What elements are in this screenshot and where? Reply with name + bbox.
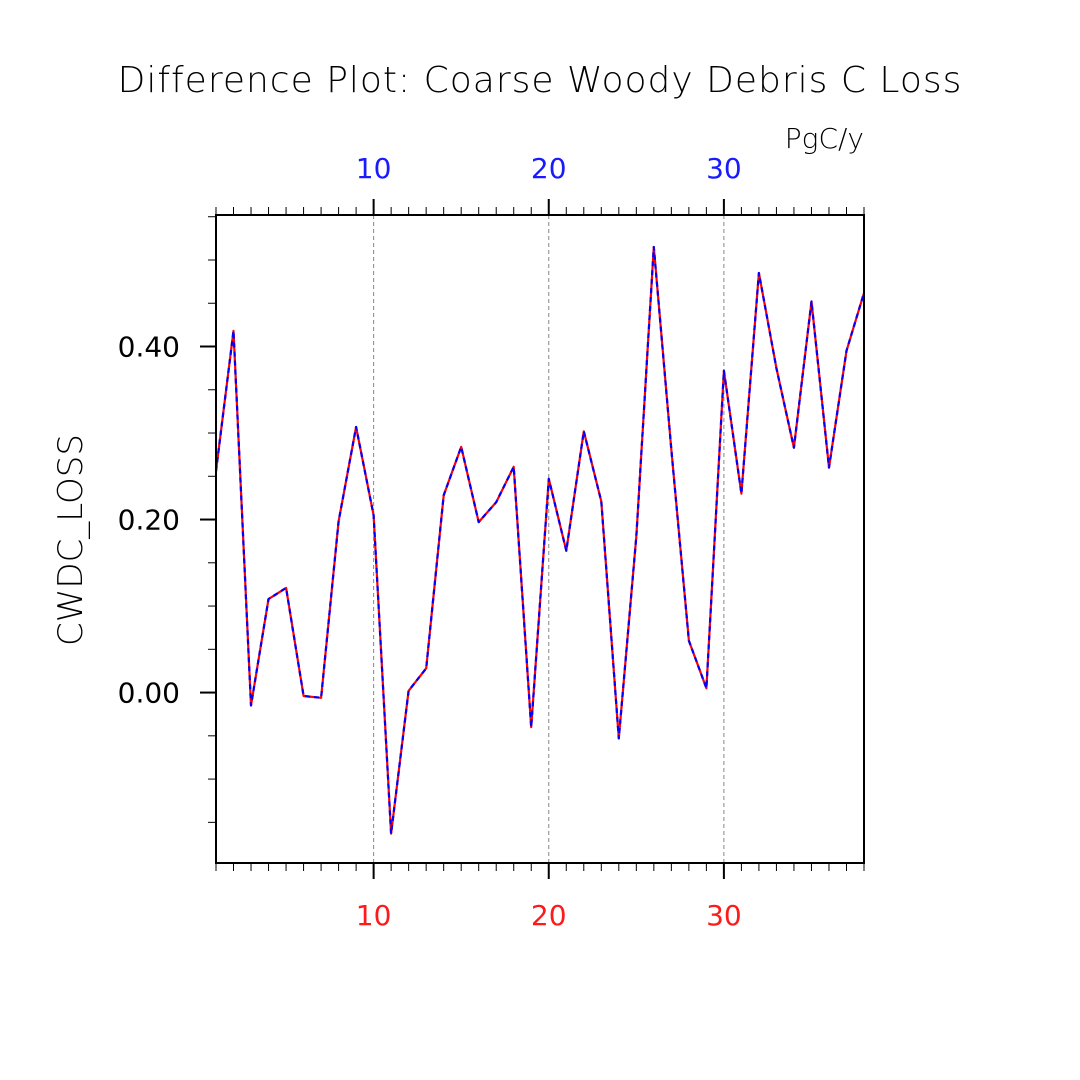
plot-frame [215, 214, 865, 864]
y-tick-label: 0.20 [118, 504, 180, 537]
x-tick-label-top: 20 [531, 152, 567, 185]
axis-ticks [200, 199, 865, 879]
y-axis-label: CWDC_LOSS [51, 434, 91, 646]
x-tick-label-bottom: 10 [356, 899, 392, 932]
grid-lines [373, 215, 725, 863]
y-tick-label: 0.40 [118, 331, 180, 364]
tick-labels: 10 10 20 20 30 30 0.00 0.20 0.40 [118, 152, 742, 932]
units-label: PgC/y [785, 122, 864, 155]
x-tick-label-bottom: 30 [706, 899, 742, 932]
series-line-blue [214, 245, 866, 835]
chart-title: Difference Plot: Coarse Woody Debris C L… [118, 60, 963, 101]
data-series [214, 245, 866, 835]
x-tick-label-bottom: 20 [531, 899, 567, 932]
x-tick-label-top: 30 [706, 152, 742, 185]
series-line-red [214, 245, 866, 835]
x-tick-label-top: 10 [356, 152, 392, 185]
y-tick-label: 0.00 [118, 677, 180, 710]
